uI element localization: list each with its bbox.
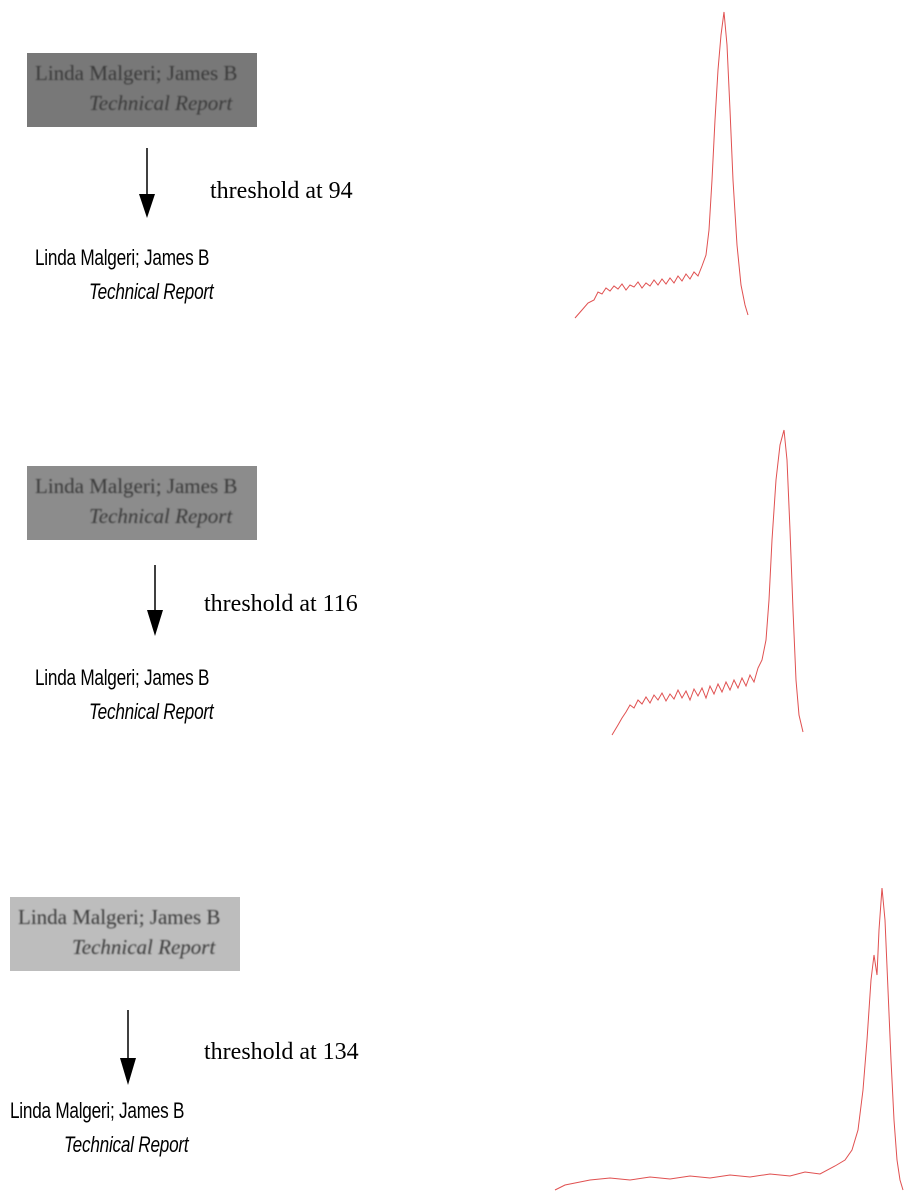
binary-image: Linda Malgeri; James B Technical Report (10, 1096, 246, 1166)
figure: Linda Malgeri; James B Technical Report th… (0, 0, 916, 1199)
histogram-curve (555, 888, 903, 1190)
binary-text-line: Linda Malgeri; James B (35, 245, 209, 271)
threshold-label: threshold at 94 (210, 178, 353, 205)
arrow-head (139, 194, 155, 218)
gray-text-line: Linda Malgeri; James B (35, 474, 237, 499)
binary-text-line: Technical Report (64, 1132, 188, 1158)
gray-text-line: Technical Report (89, 504, 232, 529)
binary-text-line: Technical Report (89, 699, 213, 725)
gray-image: Linda Malgeri; James B Technical Report (27, 466, 257, 540)
binary-image: Linda Malgeri; James B Technical Report (35, 243, 271, 313)
histogram-curve (575, 12, 748, 318)
gray-text-line: Linda Malgeri; James B (35, 61, 237, 86)
histogram-curve (612, 430, 803, 735)
arrow-head (120, 1058, 136, 1085)
binary-text-line: Linda Malgeri; James B (10, 1098, 184, 1124)
binary-image: Linda Malgeri; James B Technical Report (35, 663, 271, 733)
gray-image: Linda Malgeri; James B Technical Report (10, 897, 240, 971)
histograms (555, 12, 903, 1190)
threshold-label: threshold at 134 (204, 1039, 359, 1066)
arrow-head (147, 610, 163, 636)
drawings (0, 0, 916, 1199)
gray-text-line: Technical Report (89, 91, 232, 116)
gray-text-line: Linda Malgeri; James B (18, 905, 220, 930)
binary-text-line: Linda Malgeri; James B (35, 665, 209, 691)
binary-text-line: Technical Report (89, 279, 213, 305)
gray-image: Linda Malgeri; James B Technical Report (27, 53, 257, 127)
threshold-label: threshold at 116 (204, 591, 358, 618)
gray-text-line: Technical Report (72, 935, 215, 960)
